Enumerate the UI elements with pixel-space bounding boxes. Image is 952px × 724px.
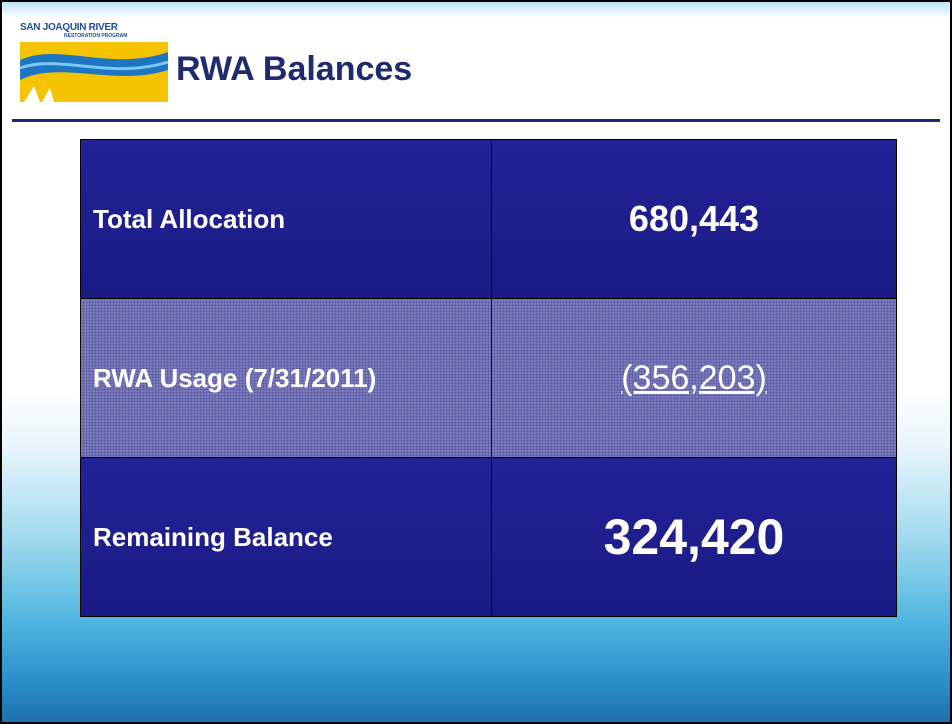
logo-art xyxy=(20,42,168,102)
row-value: 324,420 xyxy=(491,457,897,617)
logo-field xyxy=(24,86,54,102)
logo-wave xyxy=(20,60,168,71)
table-row: Total Allocation 680,443 xyxy=(80,139,897,299)
table-row: RWA Usage (7/31/2011) (356,203) xyxy=(80,298,897,458)
balance-table: Total Allocation 680,443 RWA Usage (7/31… xyxy=(80,139,897,617)
table-row: Remaining Balance 324,420 xyxy=(80,457,897,617)
slide-title: RWA Balances xyxy=(176,50,413,88)
row-value: (356,203) xyxy=(491,298,897,458)
logo-name: SAN JOAQUIN RIVER xyxy=(20,22,118,33)
row-value: 680,443 xyxy=(491,139,897,299)
logo-subtitle: RESTORATION PROGRAM xyxy=(64,33,128,39)
row-label: Total Allocation xyxy=(80,139,492,299)
row-label: RWA Usage (7/31/2011) xyxy=(80,298,492,458)
row-label: Remaining Balance xyxy=(80,457,492,617)
title-rule xyxy=(12,119,940,122)
